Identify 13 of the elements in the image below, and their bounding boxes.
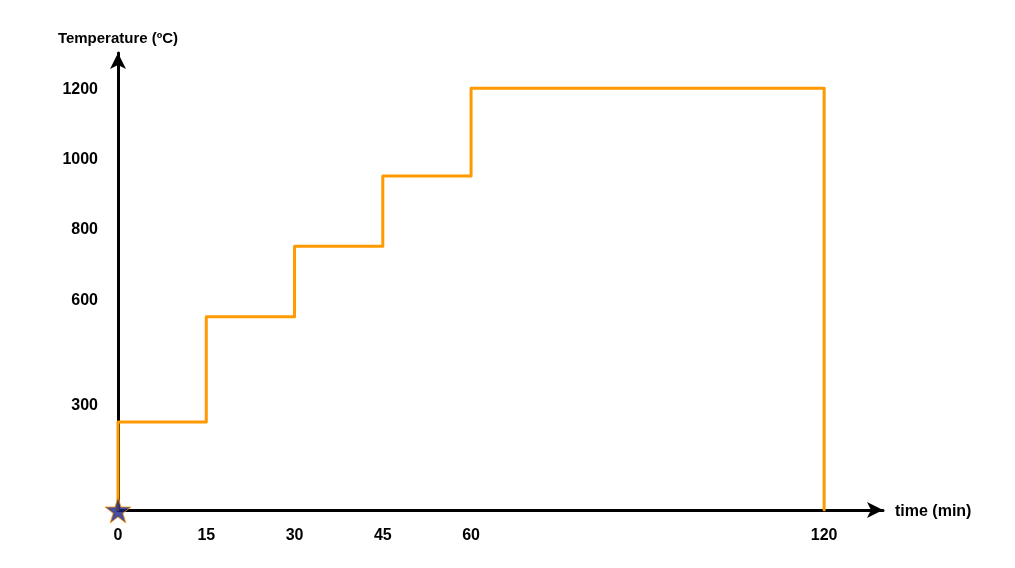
y-tick-label: 800 <box>71 220 99 238</box>
y-tick-label: 1000 <box>62 149 99 167</box>
y-tick-label: 1200 <box>62 79 99 97</box>
y-axis-title: Temperature (ºC) <box>57 29 179 46</box>
x-axis-title: time (min) <box>895 501 972 519</box>
x-tick-label: 45 <box>373 525 392 543</box>
x-tick-label: 60 <box>462 525 481 543</box>
x-tick-label: 120 <box>810 525 838 543</box>
x-tick-label: 15 <box>197 525 216 543</box>
y-tick-label: 300 <box>71 396 99 414</box>
x-tick-label: 0 <box>113 525 123 543</box>
x-tick-label: 30 <box>285 525 304 543</box>
y-tick-label: 600 <box>71 290 99 308</box>
